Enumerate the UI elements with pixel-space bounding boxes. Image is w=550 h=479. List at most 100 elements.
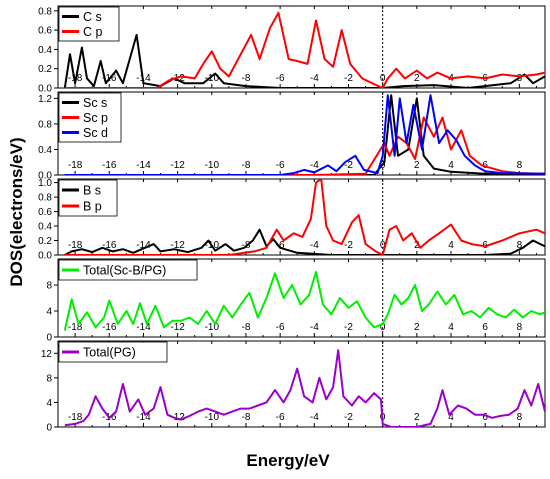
x-tick-label: -12 (170, 240, 185, 251)
y-tick-label: 0.6 (38, 207, 52, 218)
y-tick-label: 0 (46, 333, 52, 344)
panel-b: -18 -16 -14 -12 -10 -8 -6 -4 -2 0 2 4 6 80.00.20.40.6… (38, 178, 546, 262)
x-tick-label: -18 (68, 322, 83, 333)
panel-frame (57, 258, 546, 338)
x-tick-label: -6 (276, 412, 285, 423)
x-axis-label: Energy/eV (246, 451, 330, 470)
x-tick-label: 4 (448, 240, 454, 251)
x-tick-label: 8 (517, 240, 523, 251)
y-axis-label: DOS(electrons/eV) (7, 137, 26, 286)
x-tick-label: -16 (102, 322, 117, 333)
y-tick-label: 0.8 (38, 119, 52, 130)
y-tick-label: 0.0 (38, 251, 52, 262)
legend-entry: B s (83, 184, 101, 198)
legend-entry: Sc p (83, 111, 108, 125)
legend-entry: Sc s (83, 96, 107, 110)
y-tick-label: 8 (46, 373, 52, 384)
x-tick-label: 4 (448, 412, 454, 423)
x-tick-label: -10 (205, 322, 220, 333)
series-line-sc-p (64, 116, 545, 175)
legend-box (58, 341, 168, 363)
legend-box (58, 179, 118, 217)
y-tick-label: 0.2 (38, 64, 52, 75)
legend-entry: Sc d (83, 126, 108, 140)
series-line-c-s (63, 33, 545, 88)
x-tick-label: -10 (205, 412, 220, 423)
y-tick-label: 0.6 (38, 26, 52, 37)
x-tick-label: 0 (380, 240, 386, 251)
x-tick-label: 6 (482, 322, 488, 333)
x-tick-label: -8 (242, 322, 251, 333)
x-tick-label: -4 (310, 412, 319, 423)
x-tick-label: -4 (310, 73, 319, 84)
x-tick-label: 4 (448, 322, 454, 333)
x-tick-label: -2 (344, 412, 353, 423)
legend-entry: C s (83, 10, 102, 24)
y-tick-label: 1.0 (38, 178, 52, 189)
x-tick-label: 8 (517, 322, 523, 333)
y-tick-label: 0.2 (38, 236, 52, 247)
legend-box (58, 259, 198, 281)
y-tick-label: 0 (46, 423, 52, 434)
y-tick-label: 0.4 (38, 145, 52, 156)
y-tick-label: 1.2 (38, 94, 52, 105)
x-tick-label: -6 (276, 240, 285, 251)
legend-box (58, 6, 120, 42)
y-tick-label: 12 (41, 349, 53, 360)
panel-sc: -18 -16 -14 -12 -10 -8 -6 -4 -2 0 2 4 6 80.00.40.81.2… (38, 91, 546, 182)
x-tick-label: -2 (344, 240, 353, 251)
x-tick-label: 8 (517, 412, 523, 423)
panel-frame (57, 178, 546, 256)
x-tick-label: 6 (482, 412, 488, 423)
x-tick-label: -14 (136, 322, 151, 333)
x-tick-label: 2 (414, 240, 420, 251)
x-tick-label: 0 (380, 322, 386, 333)
x-tick-label: -2 (344, 160, 353, 171)
y-tick-label: 4 (46, 307, 52, 318)
x-tick-label: 2 (414, 322, 420, 333)
x-tick-label: -6 (276, 160, 285, 171)
y-tick-label: 4 (46, 398, 52, 409)
x-tick-label: -8 (242, 73, 251, 84)
series-line-sc-s (64, 94, 545, 175)
x-tick-label: -4 (310, 160, 319, 171)
x-tick-label: -8 (242, 160, 251, 171)
x-tick-label: -6 (276, 322, 285, 333)
x-tick-label: -14 (136, 160, 151, 171)
x-tick-label: -12 (170, 73, 185, 84)
x-tick-label: -12 (170, 322, 185, 333)
x-tick-label: 2 (414, 160, 420, 171)
x-tick-label: -18 (68, 412, 83, 423)
x-tick-label: 2 (414, 73, 420, 84)
x-tick-label: -8 (242, 412, 251, 423)
series-line-total-pg- (64, 349, 545, 427)
x-tick-label: -10 (205, 73, 220, 84)
x-tick-label: 4 (448, 160, 454, 171)
x-tick-label: -14 (136, 412, 151, 423)
x-tick-label: -16 (102, 160, 117, 171)
legend-entry: Total(Sc-B/PG) (83, 264, 166, 278)
x-tick-label: -14 (136, 240, 151, 251)
x-tick-label: -12 (170, 160, 185, 171)
panel-frame (57, 340, 546, 428)
x-tick-label: -6 (276, 73, 285, 84)
x-tick-label: 8 (517, 160, 523, 171)
series-line-sc-d (64, 94, 545, 175)
x-tick-label: -18 (68, 160, 83, 171)
series-line-b-p (64, 179, 545, 255)
y-tick-label: 0.0 (38, 171, 52, 182)
y-tick-label: 0.8 (38, 6, 52, 17)
legend-entry: C p (83, 25, 103, 39)
x-tick-label: -4 (310, 322, 319, 333)
y-tick-label: 0.0 (38, 84, 52, 95)
panel-total-sc-b-pg-: -18 -16 -14 -12 -10 -8 -6 -4 -2 0 2 4 6 8 0 4 8 Total(Sc-… (46, 258, 546, 344)
y-tick-label: 0.4 (38, 222, 52, 233)
x-tick-label: -4 (310, 240, 319, 251)
legend-entry: B p (83, 200, 102, 214)
panels-group: -18 -16 -14 -12 -10 -8 -6 -4 -2 0 2 4 6 8 0.0 0.2 0.4 0.6… (38, 5, 546, 434)
series-line-total-sc-b-pg- (63, 271, 545, 331)
x-tick-label: 0 (380, 73, 386, 84)
x-tick-label: 2 (414, 412, 420, 423)
